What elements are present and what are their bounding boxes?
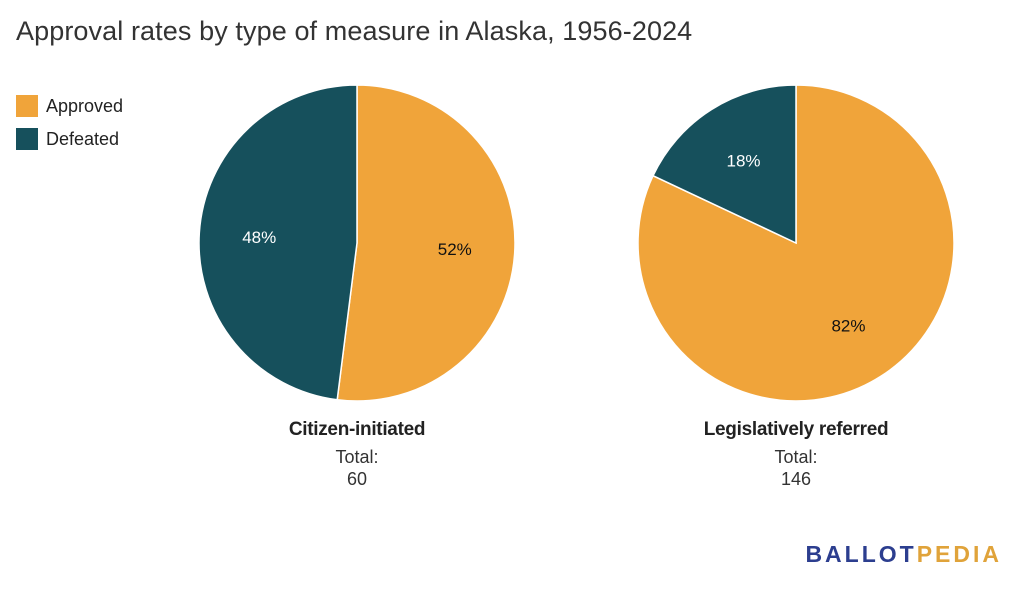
pie-slice-legislative-defeated [652, 84, 797, 245]
legend-item-defeated: Defeated [16, 127, 119, 151]
ballotpedia-logo: BALLOTPEDIA [805, 541, 1002, 568]
pie-title-citizen: Citizen-initiated [288, 419, 426, 440]
pie-total-value-citizen: 60 [346, 469, 368, 489]
pie-total-label-legislative: Total: [774, 447, 818, 467]
legend-label-approved: Approved [46, 95, 124, 116]
logo-part2: PEDIA [916, 541, 1002, 567]
pie-slice-citizen-defeated [198, 84, 358, 401]
chart-title: Approval rates by type of measure in Ala… [16, 16, 693, 46]
pie-label-legislative-approved: 82% [831, 317, 865, 336]
pie-slice-citizen-approved [336, 84, 516, 402]
legend-swatch-defeated [16, 128, 38, 150]
pie-total-label-citizen: Total: [335, 447, 379, 467]
pie-total-value-legislative: 146 [780, 469, 812, 489]
pie-caption-citizen: Citizen-initiated Total: 60 [207, 419, 507, 490]
pie-label-citizen-approved: 52% [438, 240, 472, 259]
pie-label-citizen-defeated: 48% [242, 228, 276, 247]
legend-swatch-approved [16, 95, 38, 117]
pie-label-legislative-defeated: 18% [726, 151, 760, 170]
logo-part1: BALLOT [805, 541, 917, 567]
legend-label-defeated: Defeated [46, 128, 120, 149]
pie-title-legislative: Legislatively referred [703, 419, 889, 440]
pie-caption-legislative: Legislatively referred Total: 146 [646, 419, 946, 490]
legend-item-approved: Approved [16, 94, 123, 118]
